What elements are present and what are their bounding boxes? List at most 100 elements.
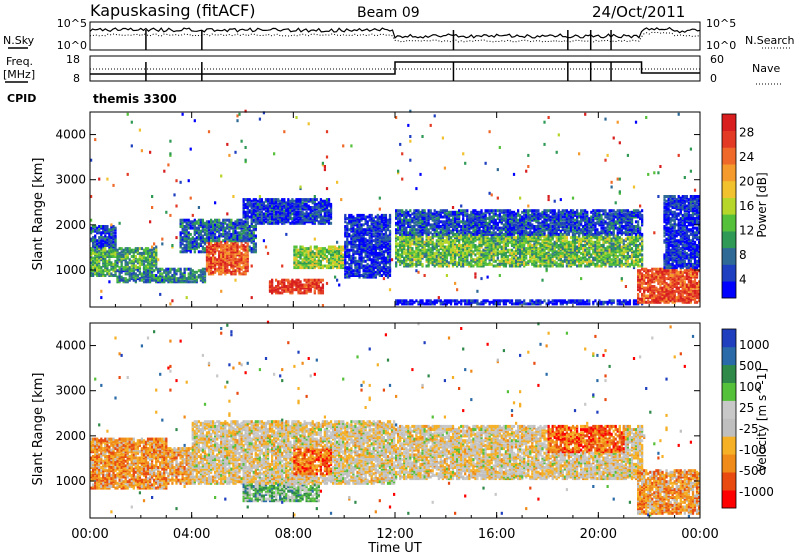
power-cell (187, 248, 190, 252)
power-cell (238, 239, 241, 243)
power-cell (399, 259, 402, 263)
power-cell (193, 223, 196, 227)
power-cell (413, 253, 416, 257)
power-cell (94, 239, 97, 243)
power-cell (104, 258, 107, 262)
power-cell (151, 248, 154, 252)
power-cell (149, 274, 152, 277)
power-cell (508, 248, 512, 252)
power-cell (295, 210, 298, 214)
power-cell (92, 251, 95, 255)
power-cell (102, 236, 105, 240)
power-cell (222, 256, 225, 260)
power-cell (218, 250, 221, 254)
power-cell (397, 258, 400, 262)
power-cell (236, 240, 239, 244)
power-cell (144, 278, 148, 282)
power-cell (295, 201, 298, 205)
power-cell (193, 119, 196, 123)
power-cell (140, 262, 144, 266)
power-cell (352, 223, 355, 227)
power-cell (399, 231, 402, 235)
power-cell (98, 267, 101, 271)
power-cell (352, 234, 355, 238)
power-cell (317, 201, 320, 205)
power-cell (500, 226, 503, 230)
power-cell (232, 264, 235, 268)
power-cell (144, 247, 148, 251)
power-cell (134, 277, 137, 281)
power-cell (210, 266, 213, 270)
power-cell (327, 199, 331, 203)
power-cell (315, 280, 318, 284)
power-cell (108, 232, 111, 236)
power-cell (460, 228, 463, 232)
power-cell (407, 218, 410, 222)
power-cell (268, 209, 272, 213)
power-cell (193, 274, 196, 277)
power-cell (179, 275, 182, 279)
power-cell (437, 248, 440, 252)
power-cell (167, 274, 170, 277)
power-cell (98, 272, 101, 276)
power-cell (177, 278, 180, 282)
power-cell (405, 251, 408, 255)
power-cell (96, 270, 99, 274)
power-cell (191, 226, 194, 230)
power-cell (476, 248, 479, 252)
power-cell (197, 236, 201, 240)
power-cell (210, 248, 213, 252)
power-cell (309, 278, 312, 282)
power-cell (236, 236, 239, 240)
power-cell (285, 288, 288, 292)
power-cell (460, 262, 463, 266)
power-cell (142, 280, 146, 284)
power-cell (291, 204, 294, 208)
power-cell (374, 215, 377, 219)
power-cell (273, 152, 276, 156)
power-cell (222, 228, 225, 232)
power-cell (112, 251, 115, 255)
power-cell (354, 251, 357, 255)
power-cell (346, 242, 349, 246)
power-cell (462, 251, 465, 255)
power-cell (329, 250, 333, 254)
power-cell (281, 218, 284, 222)
power-cell (427, 228, 430, 232)
power-cell (299, 288, 302, 292)
power-cell (311, 278, 314, 282)
power-cell (305, 207, 308, 211)
power-cell (486, 299, 489, 303)
power-cell (181, 247, 184, 251)
power-cell (210, 223, 213, 227)
power-cell (380, 256, 384, 260)
power-cell (338, 258, 341, 262)
power-cell (504, 255, 508, 258)
power-cell (100, 226, 103, 230)
power-cell (191, 275, 194, 279)
power-cell (346, 266, 349, 270)
power-cell (502, 299, 506, 303)
power-cell (98, 248, 101, 252)
power-cell (234, 256, 237, 260)
power-cell (138, 277, 142, 281)
power-cell (395, 228, 398, 232)
power-cell (246, 220, 249, 224)
power-cell (262, 239, 266, 243)
power-cell (246, 223, 249, 227)
power-cell (279, 291, 282, 295)
power-cell (327, 221, 331, 225)
power-cell (317, 258, 320, 262)
power-cell (144, 251, 148, 255)
power-cell (104, 250, 107, 254)
power-cell (201, 250, 205, 254)
power-cell (307, 283, 310, 287)
power-cell (299, 262, 302, 266)
power-cell (285, 202, 288, 206)
power-cell (212, 239, 215, 243)
power-cell (242, 210, 245, 214)
power-cell (303, 215, 306, 219)
power-cell (218, 270, 221, 274)
power-cell (478, 210, 481, 214)
power-cell (155, 275, 158, 279)
